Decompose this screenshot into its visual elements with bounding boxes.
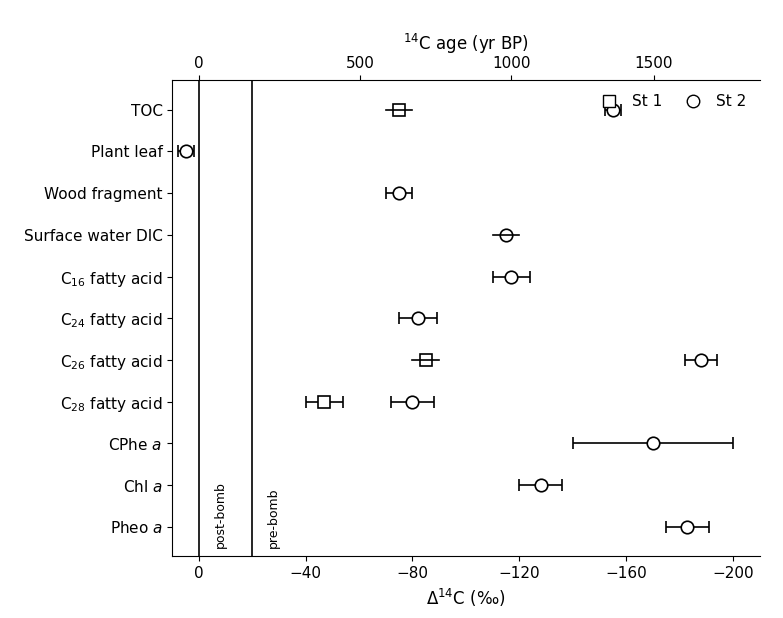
Legend: St 1, St 2: St 1, St 2 [587, 88, 752, 115]
Text: pre-bomb: pre-bomb [267, 488, 280, 548]
X-axis label: $\Delta^{14}$C (‰): $\Delta^{14}$C (‰) [426, 586, 506, 609]
Text: post-bomb: post-bomb [214, 481, 227, 548]
X-axis label: $^{14}$C age (yr BP): $^{14}$C age (yr BP) [403, 32, 529, 56]
